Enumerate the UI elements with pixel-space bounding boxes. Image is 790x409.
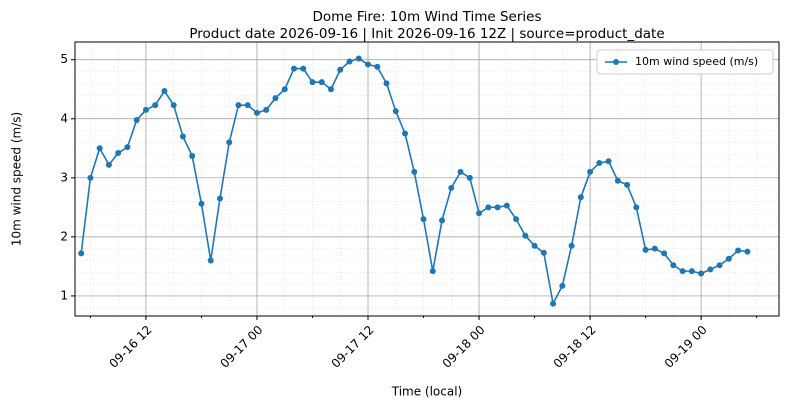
data-point [300, 65, 307, 72]
data-point [355, 55, 362, 62]
data-point [577, 194, 584, 201]
data-point [235, 102, 242, 109]
data-point [698, 270, 705, 277]
data-point [392, 108, 399, 115]
data-point [642, 246, 649, 253]
y-tick-label: 3 [60, 170, 68, 184]
data-point [596, 160, 603, 167]
x-tick-label: 09-17 00 [218, 323, 266, 371]
data-point [661, 250, 668, 257]
data-point [281, 86, 288, 93]
data-point [309, 79, 316, 86]
y-axis-label: 10m wind speed (m/s) [10, 112, 24, 246]
data-point [559, 282, 566, 289]
data-point [318, 79, 325, 86]
data-point [725, 255, 732, 262]
x-tick-label: 09-18 12 [551, 323, 599, 371]
data-point [179, 133, 186, 140]
x-tick-label: 09-19 00 [662, 323, 710, 371]
legend-box [596, 49, 774, 75]
data-point [87, 174, 94, 181]
data-point [290, 65, 297, 72]
x-tick-label: 09-17 12 [329, 323, 377, 371]
data-point [605, 158, 612, 165]
data-point [105, 161, 112, 168]
data-point [189, 152, 196, 159]
data-point [439, 217, 446, 224]
plot-frame [74, 41, 780, 317]
data-point [78, 250, 85, 257]
y-tick-label: 4 [60, 111, 68, 125]
data-point [716, 262, 723, 269]
data-point [550, 300, 557, 307]
data-point [216, 195, 223, 202]
data-point [328, 86, 334, 93]
data-point [383, 80, 390, 87]
legend-marker [613, 59, 619, 65]
data-point [115, 150, 122, 157]
x-tick-label: 09-16 12 [106, 323, 154, 371]
data-point [531, 242, 538, 249]
data-point [96, 145, 103, 152]
data-point [457, 168, 464, 175]
data-point [272, 95, 279, 102]
data-point [540, 249, 547, 256]
data-point [411, 168, 418, 175]
data-point [429, 268, 436, 275]
data-point [688, 268, 695, 275]
x-axis-label: Time (local) [391, 385, 463, 399]
data-point [522, 232, 529, 239]
data-point [503, 202, 510, 209]
data-point [152, 102, 159, 109]
data-point [587, 168, 594, 175]
data-point [198, 200, 205, 207]
data-point [476, 210, 483, 217]
data-point [744, 248, 751, 255]
data-point [735, 247, 742, 254]
data-point [707, 266, 714, 273]
data-point [124, 144, 131, 151]
data-point [365, 61, 372, 68]
y-tick-label: 5 [60, 52, 68, 66]
data-point [133, 116, 140, 123]
data-point [337, 66, 344, 73]
y-tick-label: 2 [60, 229, 68, 243]
data-point [142, 106, 149, 113]
data-point [614, 177, 621, 184]
chart-subtitle: Product date 2026-09-16 | Init 2026-09-1… [189, 26, 664, 42]
data-point [253, 109, 260, 116]
data-point [346, 58, 353, 65]
data-point [651, 245, 658, 252]
y-tick-label: 1 [60, 288, 68, 302]
data-point [244, 102, 251, 109]
x-tick-label: 09-18 00 [440, 323, 488, 371]
data-point [494, 204, 501, 211]
data-point [513, 216, 520, 223]
data-point [420, 216, 427, 223]
data-point [170, 102, 177, 109]
data-point [670, 262, 677, 269]
data-point [226, 139, 233, 146]
data-point [633, 204, 640, 211]
data-point [679, 268, 686, 275]
legend-label: 10m wind speed (m/s) [635, 55, 758, 68]
data-point [568, 242, 575, 249]
data-point [466, 174, 473, 181]
data-point [624, 181, 631, 188]
data-point [374, 63, 381, 70]
data-point [485, 204, 492, 211]
chart-title: Dome Fire: 10m Wind Time Series [312, 9, 541, 25]
data-point [448, 184, 455, 191]
data-point [207, 257, 214, 264]
data-point [402, 130, 409, 137]
data-point [263, 106, 270, 113]
data-point [161, 88, 168, 95]
